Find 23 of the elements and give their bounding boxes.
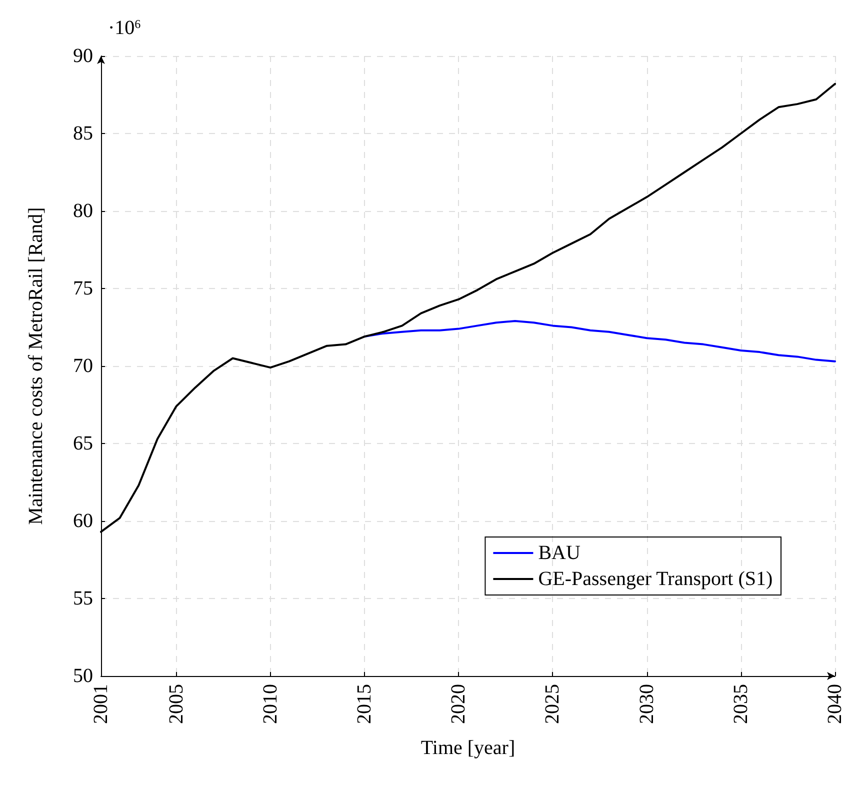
y-tick-label: 90 [73,45,93,67]
x-tick-label: 2040 [824,684,846,724]
legend-label: GE-Passenger Transport (S1) [538,568,773,590]
x-tick-label: 2020 [448,684,470,724]
x-axis-title: Time [year] [420,737,516,759]
x-tick-label: 2015 [353,684,376,724]
legend-label: BAU [538,542,581,564]
x-tick-label: 2010 [259,684,282,724]
y-tick-label: 55 [73,588,93,610]
y-tick-label: 75 [73,278,93,300]
x-tick-label: 2001 [90,684,112,724]
y-axis-title: Maintenance costs of MetroRail [Rand] [25,207,47,525]
y-tick-label: 60 [73,510,93,532]
x-tick-label: 2030 [636,684,658,724]
y-tick-label: 80 [73,200,93,222]
y-tick-label: 85 [73,122,93,144]
y-tick-label: 70 [73,355,93,377]
x-tick-label: 2005 [165,684,188,724]
x-tick-label: 2035 [730,684,752,724]
y-tick-label: 50 [73,665,93,687]
line-series [363,320,836,362]
x-tick-label: 2025 [542,684,564,724]
y-tick-label: 65 [73,432,93,454]
